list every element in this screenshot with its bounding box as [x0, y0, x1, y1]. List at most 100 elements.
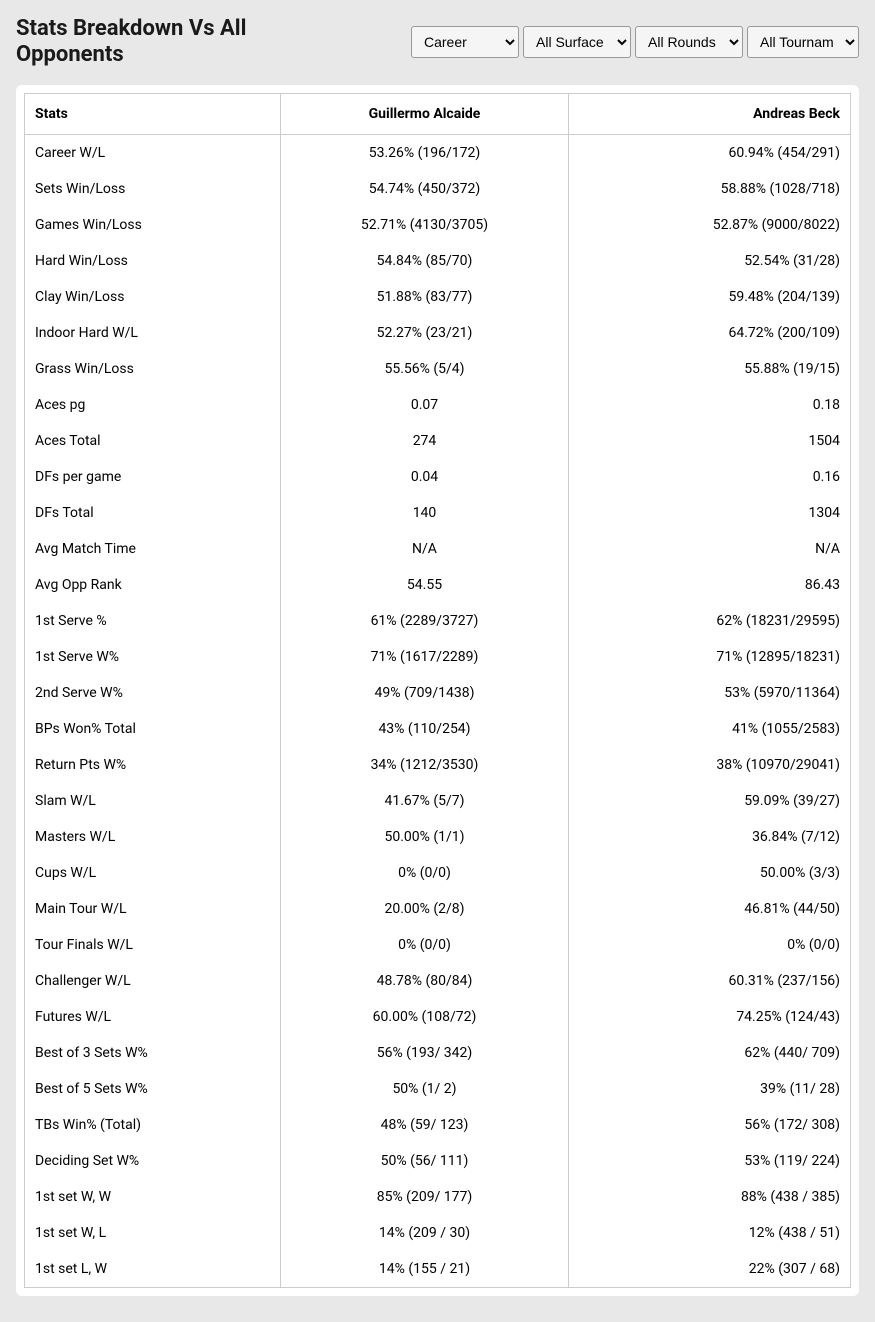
stat-label: Games Win/Loss	[25, 207, 281, 243]
player2-value: 38% (10970/29041)	[569, 747, 851, 783]
table-row: Games Win/Loss52.71% (4130/3705)52.87% (…	[25, 207, 851, 243]
table-row: Avg Match TimeN/AN/A	[25, 531, 851, 567]
player1-value: N/A	[281, 531, 569, 567]
tournament-select[interactable]: All Tournam	[747, 26, 859, 58]
table-row: 1st set W, W85% (209/ 177)88% (438 / 385…	[25, 1179, 851, 1215]
stat-label: 1st set W, W	[25, 1179, 281, 1215]
player2-value: 60.31% (237/156)	[569, 963, 851, 999]
player1-value: 51.88% (83/77)	[281, 279, 569, 315]
player1-value: 41.67% (5/7)	[281, 783, 569, 819]
player1-value: 20.00% (2/8)	[281, 891, 569, 927]
round-select[interactable]: All Rounds	[635, 26, 743, 58]
stat-label: 1st set L, W	[25, 1251, 281, 1288]
column-header-stats: Stats	[25, 93, 281, 134]
player2-value: 22% (307 / 68)	[569, 1251, 851, 1288]
stat-label: Futures W/L	[25, 999, 281, 1035]
stat-label: Best of 5 Sets W%	[25, 1071, 281, 1107]
player2-value: 88% (438 / 385)	[569, 1179, 851, 1215]
stat-label: BPs Won% Total	[25, 711, 281, 747]
stat-label: Aces pg	[25, 387, 281, 423]
table-row: Career W/L53.26% (196/172)60.94% (454/29…	[25, 134, 851, 171]
player1-value: 54.74% (450/372)	[281, 171, 569, 207]
player1-value: 43% (110/254)	[281, 711, 569, 747]
player2-value: N/A	[569, 531, 851, 567]
player1-value: 14% (155 / 21)	[281, 1251, 569, 1288]
stats-table: Stats Guillermo Alcaide Andreas Beck Car…	[24, 93, 851, 1288]
player1-value: 52.27% (23/21)	[281, 315, 569, 351]
stat-label: Avg Opp Rank	[25, 567, 281, 603]
player2-value: 55.88% (19/15)	[569, 351, 851, 387]
table-row: Slam W/L41.67% (5/7)59.09% (39/27)	[25, 783, 851, 819]
player2-value: 36.84% (7/12)	[569, 819, 851, 855]
table-row: DFs Total1401304	[25, 495, 851, 531]
table-row: Best of 5 Sets W%50% (1/ 2)39% (11/ 28)	[25, 1071, 851, 1107]
stat-label: Indoor Hard W/L	[25, 315, 281, 351]
stat-label: Main Tour W/L	[25, 891, 281, 927]
stat-label: Grass Win/Loss	[25, 351, 281, 387]
table-row: Tour Finals W/L0% (0/0)0% (0/0)	[25, 927, 851, 963]
stat-label: DFs per game	[25, 459, 281, 495]
player1-value: 48.78% (80/84)	[281, 963, 569, 999]
table-row: Sets Win/Loss54.74% (450/372)58.88% (102…	[25, 171, 851, 207]
stat-label: 1st Serve %	[25, 603, 281, 639]
player1-value: 52.71% (4130/3705)	[281, 207, 569, 243]
table-row: Best of 3 Sets W%56% (193/ 342)62% (440/…	[25, 1035, 851, 1071]
stat-label: Best of 3 Sets W%	[25, 1035, 281, 1071]
player2-value: 0.18	[569, 387, 851, 423]
player2-value: 59.09% (39/27)	[569, 783, 851, 819]
table-row: Aces pg0.070.18	[25, 387, 851, 423]
stat-label: Slam W/L	[25, 783, 281, 819]
stat-label: Deciding Set W%	[25, 1143, 281, 1179]
player1-value: 56% (193/ 342)	[281, 1035, 569, 1071]
player2-value: 1504	[569, 423, 851, 459]
table-row: Clay Win/Loss51.88% (83/77)59.48% (204/1…	[25, 279, 851, 315]
player2-value: 59.48% (204/139)	[569, 279, 851, 315]
player2-value: 0% (0/0)	[569, 927, 851, 963]
table-row: Masters W/L50.00% (1/1)36.84% (7/12)	[25, 819, 851, 855]
player2-value: 62% (18231/29595)	[569, 603, 851, 639]
stat-label: Return Pts W%	[25, 747, 281, 783]
player2-value: 71% (12895/18231)	[569, 639, 851, 675]
table-row: 2nd Serve W%49% (709/1438)53% (5970/1136…	[25, 675, 851, 711]
table-row: 1st Serve W%71% (1617/2289)71% (12895/18…	[25, 639, 851, 675]
table-row: 1st set L, W14% (155 / 21)22% (307 / 68)	[25, 1251, 851, 1288]
surface-select[interactable]: All Surface	[523, 26, 631, 58]
table-row: Deciding Set W%50% (56/ 111)53% (119/ 22…	[25, 1143, 851, 1179]
player1-value: 55.56% (5/4)	[281, 351, 569, 387]
stat-label: DFs Total	[25, 495, 281, 531]
stat-label: Cups W/L	[25, 855, 281, 891]
player2-value: 1304	[569, 495, 851, 531]
table-row: Cups W/L0% (0/0)50.00% (3/3)	[25, 855, 851, 891]
player2-value: 41% (1055/2583)	[569, 711, 851, 747]
player1-value: 0% (0/0)	[281, 855, 569, 891]
stat-label: 2nd Serve W%	[25, 675, 281, 711]
filters-container: Career All Surface All Rounds All Tourna…	[411, 26, 859, 58]
player2-value: 12% (438 / 51)	[569, 1215, 851, 1251]
player1-value: 85% (209/ 177)	[281, 1179, 569, 1215]
table-row: Return Pts W%34% (1212/3530)38% (10970/2…	[25, 747, 851, 783]
player1-value: 53.26% (196/172)	[281, 134, 569, 171]
player2-value: 58.88% (1028/718)	[569, 171, 851, 207]
stat-label: Masters W/L	[25, 819, 281, 855]
player1-value: 54.84% (85/70)	[281, 243, 569, 279]
player1-value: 48% (59/ 123)	[281, 1107, 569, 1143]
table-row: BPs Won% Total43% (110/254)41% (1055/258…	[25, 711, 851, 747]
player1-value: 49% (709/1438)	[281, 675, 569, 711]
player1-value: 34% (1212/3530)	[281, 747, 569, 783]
table-row: Avg Opp Rank54.5586.43	[25, 567, 851, 603]
table-row: Main Tour W/L20.00% (2/8)46.81% (44/50)	[25, 891, 851, 927]
stat-label: 1st set W, L	[25, 1215, 281, 1251]
stat-label: Tour Finals W/L	[25, 927, 281, 963]
stat-label: TBs Win% (Total)	[25, 1107, 281, 1143]
player2-value: 53% (5970/11364)	[569, 675, 851, 711]
player2-value: 64.72% (200/109)	[569, 315, 851, 351]
player1-value: 0.07	[281, 387, 569, 423]
player1-value: 50% (56/ 111)	[281, 1143, 569, 1179]
period-select[interactable]: Career	[411, 26, 519, 58]
player1-value: 50% (1/ 2)	[281, 1071, 569, 1107]
table-row: Futures W/L60.00% (108/72)74.25% (124/43…	[25, 999, 851, 1035]
player1-value: 61% (2289/3727)	[281, 603, 569, 639]
table-row: TBs Win% (Total)48% (59/ 123)56% (172/ 3…	[25, 1107, 851, 1143]
header: Stats Breakdown Vs All Opponents Career …	[16, 16, 859, 69]
player2-value: 46.81% (44/50)	[569, 891, 851, 927]
